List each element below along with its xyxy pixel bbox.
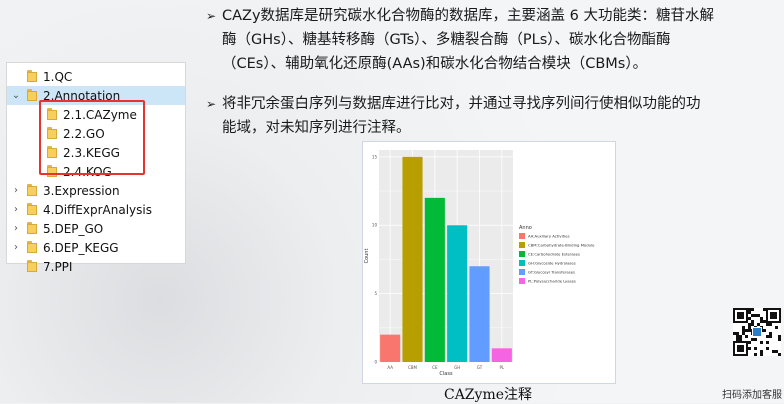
folder-icon [27, 260, 37, 272]
legend-entry: AA:Auxiliary Activities [528, 234, 570, 239]
tree-item-label: 2.4.KOG [63, 164, 112, 179]
x-tick-label: GT [477, 365, 483, 370]
chevron-right-icon[interactable]: › [14, 185, 18, 196]
x-tick-label: GH [454, 365, 460, 370]
legend-entry: GH:Glycoside Hydrolases [528, 261, 576, 266]
y-tick-label: 15 [372, 154, 378, 159]
chart-caption: CAZyme注释 [443, 387, 533, 403]
tree-item[interactable]: 2.1.CAZyme [7, 105, 185, 124]
folder-icon [27, 70, 37, 82]
folder-icon [47, 165, 57, 177]
legend-swatch [519, 269, 525, 275]
tree-item[interactable]: 2.3.KEGG [7, 143, 185, 162]
chevron-down-icon[interactable]: ⌄ [11, 90, 21, 101]
bullet-line: 能域，对未知序列进行注释。 [222, 120, 411, 136]
legend-swatch [519, 260, 525, 266]
x-tick-label: PL [500, 365, 505, 370]
bullet-item: ➢ CAZy数据库是研究碳水化合物酶的数据库，主要涵盖 6 大功能类：糖苷水解 酶（… [206, 4, 714, 76]
tree-item-label: 1.QC [43, 69, 73, 84]
tree-item[interactable]: › 5.DEP_GO [7, 219, 185, 238]
tree-item[interactable]: 1.QC [7, 67, 185, 86]
x-tick-label: CE [432, 365, 438, 370]
tree-item-label: 2.1.CAZyme [63, 107, 137, 122]
legend-swatch [519, 242, 525, 248]
folder-icon [27, 241, 37, 253]
bullet-line: CAZy数据库是研究碳水化合物酶的数据库，主要涵盖 6 大功能类：糖苷水解 [222, 8, 714, 24]
x-tick-label: AA [387, 365, 393, 370]
x-tick-label: CBM [408, 365, 418, 370]
x-axis-label: Class [439, 371, 453, 377]
folder-icon [27, 222, 37, 234]
tree-item-label: 2.2.GO [63, 126, 105, 141]
y-tick-label: 0 [374, 360, 377, 365]
folder-icon [27, 184, 37, 196]
y-tick-label: 5 [374, 291, 377, 296]
folder-icon [47, 127, 57, 139]
bar-pl [491, 348, 512, 362]
tree-item-label: 7.PPI [43, 259, 73, 274]
bullet-line: （CEs）、辅助氧化还原酶(AAs)和碳水化合物结合模块（CBMs）。 [222, 56, 648, 72]
folder-icon [27, 89, 37, 101]
cazyme-bar-chart: AA CBM CE GH GT PL 0 5 10 15 Class Count Anno AA:Auxi… [364, 150, 595, 377]
bullet-item: ➢ 将非冗余蛋白序列与数据库进行比对，并通过寻找序列间行使相似功能的功 能域，对未知… [206, 92, 701, 140]
tree-item[interactable]: 2.2.GO [7, 124, 185, 143]
legend-entry: CBM:Carbohydrate-Binding Module [528, 243, 595, 248]
legend-entry: GT:Glycosyl Transferases [528, 270, 575, 275]
bar-ce [424, 197, 445, 362]
tree-item-label: 2.3.KEGG [63, 145, 120, 160]
y-tick-label: 10 [372, 223, 378, 228]
bar-gt [469, 266, 490, 362]
legend-entry: CE:Carbohydrate Esterases [528, 252, 580, 257]
legend-swatch [519, 233, 525, 239]
legend-entry: PL:Polysaccharide Lyases [528, 279, 576, 284]
chevron-right-icon[interactable]: › [14, 204, 18, 215]
bar-aa [380, 334, 401, 362]
tree-item-label: 4.DiffExprAnalysis [43, 202, 152, 217]
tree-item[interactable]: › 6.DEP_KEGG [7, 238, 185, 257]
bullet-line: 酶（GHs）、糖基转移酶（GTs）、多糖裂合酶（PLs）、碳水化合物酯酶 [222, 32, 671, 48]
tree-item[interactable]: 7.PPI [7, 257, 185, 276]
highlight-box [39, 100, 145, 175]
tree-item-label: 5.DEP_GO [43, 221, 104, 236]
tree-item-label: 3.Expression [43, 183, 120, 198]
qr-code-icon [733, 308, 781, 356]
legend-title: Anno [519, 225, 532, 231]
qr-caption: 扫码添加客服 [722, 390, 782, 401]
tree-item[interactable]: › 4.DiffExprAnalysis [7, 200, 185, 219]
y-axis-label: Count [364, 249, 370, 264]
arrow-bullet-icon: ➢ [206, 9, 217, 23]
plot-panel [379, 150, 513, 362]
tree-item-label: 2.Annotation [43, 88, 121, 103]
tree-item[interactable]: 2.4.KOG [7, 162, 185, 181]
tree-item-label: 6.DEP_KEGG [43, 240, 119, 255]
legend-swatch [519, 278, 525, 284]
tree-item[interactable]: › 3.Expression [7, 181, 185, 200]
bar-cbm [402, 156, 423, 362]
folder-icon [27, 203, 37, 215]
arrow-bullet-icon: ➢ [206, 97, 217, 111]
chevron-right-icon[interactable]: › [14, 242, 18, 253]
folder-icon [47, 108, 57, 120]
cazyme-chart-card: AA CBM CE GH GT PL 0 5 10 15 Class Count Anno AA:Auxi… [362, 141, 616, 384]
folder-icon [47, 146, 57, 158]
bar-gh [447, 225, 468, 362]
legend-swatch [519, 251, 525, 257]
chevron-right-icon[interactable]: › [14, 223, 18, 234]
bullet-line: 将非冗余蛋白序列与数据库进行比对，并通过寻找序列间行使相似功能的功 [222, 96, 701, 112]
